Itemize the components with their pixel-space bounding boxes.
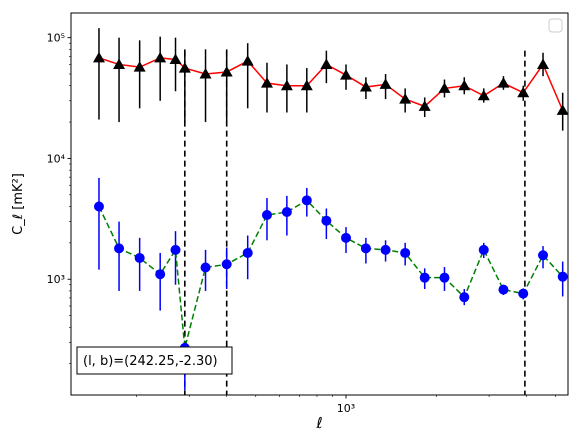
data-point: [260, 77, 273, 88]
data-point: [92, 51, 105, 63]
data-point: [241, 55, 254, 66]
data-point: [360, 243, 371, 254]
data-point: [170, 244, 181, 255]
data-point: [320, 58, 333, 69]
data-point: [114, 243, 125, 254]
data-point: [537, 58, 550, 69]
data-point: [221, 259, 232, 270]
data-point: [281, 207, 292, 218]
data-point: [200, 262, 211, 273]
x-tick-label: 10³: [337, 402, 355, 415]
data-point: [154, 51, 167, 63]
data-point: [93, 201, 104, 212]
data-point: [419, 272, 430, 283]
data-point: [242, 247, 253, 258]
legend: [548, 18, 563, 33]
data-point: [498, 284, 509, 295]
data-point: [538, 250, 549, 261]
data-point: [199, 68, 212, 79]
y-tick-label: 10⁴: [47, 152, 66, 165]
annotation-text: (l, b)=(242.25,-2.30): [83, 354, 218, 369]
data-point: [359, 81, 372, 92]
data-point: [301, 195, 312, 206]
y-tick-label: 10⁵: [47, 32, 65, 45]
data-point: [133, 61, 146, 72]
data-point: [477, 89, 490, 101]
data-point: [113, 58, 126, 69]
series-1: [92, 28, 569, 131]
data-point: [300, 79, 313, 91]
series-2: [93, 177, 568, 391]
series-line: [98, 57, 564, 111]
data-point: [280, 79, 293, 91]
data-point: [439, 272, 450, 283]
data-point: [155, 269, 166, 280]
data-point: [220, 65, 233, 77]
data-point: [518, 288, 529, 299]
data-point: [340, 69, 353, 80]
data-point: [169, 53, 182, 64]
data-point: [557, 271, 568, 282]
data-point: [517, 86, 530, 98]
data-point: [134, 252, 145, 263]
data-point: [459, 292, 470, 303]
data-point: [379, 78, 392, 89]
data-point: [418, 100, 431, 111]
y-axis-label: C_ℓ [mK²]: [11, 173, 26, 235]
y-tick-label: 10³: [47, 273, 65, 286]
data-point: [261, 210, 272, 221]
data-point: [178, 62, 191, 73]
data-point: [438, 82, 451, 93]
data-point: [458, 79, 471, 91]
data-point: [341, 232, 352, 243]
data-point: [497, 77, 510, 88]
data-point: [478, 244, 489, 255]
data-point: [399, 93, 412, 104]
data-point: [556, 104, 569, 115]
data-point: [321, 215, 332, 226]
data-point: [380, 244, 391, 255]
x-axis-label: ℓ: [315, 414, 322, 432]
plot-frame: [70, 12, 569, 396]
data-point: [400, 247, 411, 258]
annotation-box: (l, b)=(242.25,-2.30): [76, 346, 233, 375]
